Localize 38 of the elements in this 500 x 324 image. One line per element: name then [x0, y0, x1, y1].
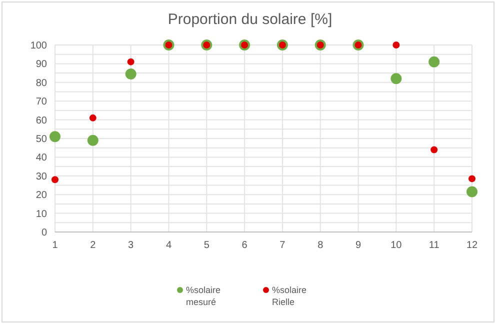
y-tick-label: 10 — [36, 208, 48, 220]
y-tick-label: 100 — [30, 40, 48, 52]
x-tick-label: 11 — [428, 240, 440, 251]
x-tick-label: 2 — [90, 240, 96, 251]
point — [125, 68, 136, 80]
point — [430, 146, 438, 154]
point — [468, 175, 476, 182]
y-tick-label: 90 — [36, 59, 48, 70]
legend-label: %solaire Rielle — [272, 285, 307, 307]
x-tick-label: 7 — [280, 240, 286, 251]
point — [390, 73, 402, 84]
x-tick-label: 9 — [355, 240, 362, 251]
point — [89, 114, 96, 122]
point — [50, 131, 60, 142]
y-tick-label: 0 — [41, 228, 48, 238]
point — [466, 186, 478, 198]
point — [87, 134, 98, 146]
point — [52, 176, 58, 184]
point — [428, 56, 440, 68]
x-tick-label: 4 — [166, 240, 172, 251]
x-tick-label: 8 — [318, 240, 324, 251]
x-tick-label: 6 — [242, 240, 248, 251]
x-tick-label: 3 — [128, 240, 134, 251]
y-tick-label: 30 — [36, 171, 48, 182]
point — [392, 42, 400, 48]
legend-label: %solaire mesuré — [186, 285, 221, 307]
x-tick-label: 5 — [204, 240, 210, 251]
x-tick-label: 12 — [466, 240, 478, 251]
y-tick-label: 70 — [36, 96, 48, 108]
x-tick-label: 10 — [390, 240, 402, 251]
x-tick-label: 1 — [52, 240, 58, 251]
y-tick-label: 60 — [36, 115, 48, 126]
y-tick-label: 80 — [36, 78, 48, 89]
y-tick-label: 20 — [36, 190, 48, 202]
chart-title: Proportion du solaire [%] — [168, 11, 332, 28]
point — [127, 58, 134, 66]
y-tick-label: 50 — [36, 134, 48, 145]
y-tick-label: 40 — [36, 152, 48, 164]
